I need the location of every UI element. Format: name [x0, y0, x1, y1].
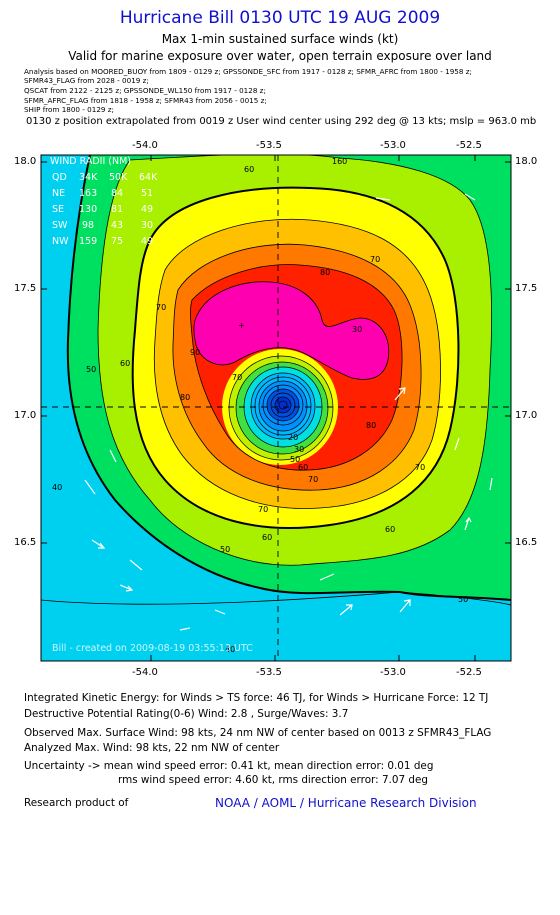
- eye-core: [275, 397, 291, 413]
- dpr-text: Destructive Potential Rating(0-6) Wind: …: [24, 708, 349, 720]
- contour-label: 50: [290, 455, 300, 464]
- radii-row-quadrant: SE: [52, 204, 64, 215]
- wind-arrows: [84, 193, 493, 631]
- contour-label: 160: [332, 157, 347, 166]
- subtitle-exposure: Valid for marine exposure over water, op…: [68, 49, 492, 63]
- radii-header-64k: 64K: [139, 172, 158, 183]
- wind-radii-table: WIND RADII (NM) QD 34K 50K 64K NE 163 84…: [50, 156, 158, 247]
- lon-tick-bottom: -54.0: [132, 667, 158, 678]
- contour-label: 60: [298, 463, 308, 472]
- lon-tick-top: -53.0: [380, 140, 406, 151]
- research-label: Research product of: [24, 797, 129, 809]
- plot-frame: [40, 154, 512, 662]
- radii-row-quadrant: NW: [52, 236, 69, 247]
- lat-tick-right: 18.0: [515, 156, 538, 167]
- lat-tick-left: 16.5: [14, 537, 37, 548]
- page-title: Hurricane Bill 0130 UTC 19 AUG 2009: [119, 8, 441, 28]
- contour-label: 90: [190, 348, 200, 357]
- source-line-2: SFMR43_FLAG from 2028 - 0019 z;: [24, 76, 149, 85]
- radii-row-50k: 75: [111, 236, 123, 247]
- radii-row-34k: 163: [79, 188, 97, 199]
- contour-label: 70: [370, 255, 380, 264]
- contour-label: 70: [232, 373, 242, 382]
- lat-tick-right: 16.5: [515, 537, 538, 548]
- lat-tick-right: 17.0: [515, 410, 538, 421]
- radii-row-50k: 84: [111, 188, 123, 199]
- radii-row-34k: 130: [79, 204, 97, 215]
- contour-label: 20: [288, 433, 298, 442]
- max-wind-marker: +: [238, 321, 245, 330]
- contour-label: 80: [320, 268, 330, 277]
- radii-row-34k: 159: [79, 236, 97, 247]
- contour-64kt: [131, 186, 460, 529]
- contour-label: 30: [352, 325, 362, 334]
- contour-label: 70: [258, 505, 268, 514]
- wind-map: + 160 60 60 50 40 90 80 70 80 70 30 80 7…: [40, 154, 512, 662]
- contour-label: 70: [308, 475, 318, 484]
- contour-label: 60: [244, 165, 254, 174]
- contour-label: 50: [220, 545, 230, 554]
- radii-row-50k: 43: [111, 220, 123, 231]
- radii-row-64k: 51: [141, 188, 153, 199]
- contour-label: 60: [385, 525, 395, 534]
- contour-label: 70: [156, 303, 166, 312]
- contour-label: 50: [86, 365, 96, 374]
- uncertainty-line-1: Uncertainty -> mean wind speed error: 0.…: [24, 760, 434, 772]
- ike-text: Integrated Kinetic Energy: for Winds > T…: [24, 692, 489, 704]
- radii-row-64k: 30: [141, 220, 153, 231]
- radii-header-qd: QD: [52, 172, 67, 183]
- subtitle-winds: Max 1-min sustained surface winds (kt): [161, 32, 399, 46]
- contour-34kt: [66, 155, 511, 601]
- radii-header-34k: 34K: [79, 172, 98, 183]
- radii-row-64k: 49: [141, 236, 153, 247]
- lon-tick-bottom: -53.5: [256, 667, 282, 678]
- contour-label: 30: [294, 445, 304, 454]
- source-line-1: Analysis based on MOORED_BUOY from 1809 …: [24, 67, 472, 76]
- source-line-5: SHIP from 1800 - 0129 z;: [24, 105, 114, 114]
- lat-tick-left: 17.5: [14, 283, 37, 294]
- radii-row-quadrant: NE: [52, 188, 65, 199]
- lon-tick-bottom: -52.5: [456, 667, 482, 678]
- contour-label: 60: [120, 359, 130, 368]
- source-line-3: QSCAT from 2122 - 2125 z; GPSSONDE_WL150…: [24, 86, 266, 95]
- contour-label: 70: [415, 463, 425, 472]
- contour-label: 80: [366, 421, 376, 430]
- radii-row-64k: 49: [141, 204, 153, 215]
- lon-tick-bottom: -53.0: [380, 667, 406, 678]
- observed-max-text: Observed Max. Surface Wind: 98 kts, 24 n…: [24, 727, 492, 739]
- lon-tick-top: -52.5: [456, 140, 482, 151]
- radii-row-quadrant: SW: [52, 220, 68, 231]
- creation-credit: Bill - created on 2009-08-19 03:55:13 UT…: [52, 643, 253, 654]
- field-magenta: [193, 281, 389, 380]
- uncertainty-line-2: rms wind speed error: 4.60 kt, rms direc…: [118, 774, 428, 786]
- research-org: NOAA / AOML / Hurricane Research Divisio…: [215, 796, 477, 810]
- radii-header-50k: 50K: [109, 172, 128, 183]
- lon-tick-top: -54.0: [132, 140, 158, 151]
- lat-tick-left: 18.0: [14, 156, 37, 167]
- radii-row-34k: 98: [82, 220, 94, 231]
- contour-label: 40: [52, 483, 62, 492]
- source-line-4: SFMR_AFRC_FLAG from 1818 - 1958 z; SFMR4…: [24, 96, 267, 105]
- wind-radii-title: WIND RADII (NM): [50, 156, 131, 167]
- position-note: 0130 z position extrapolated from 0019 z…: [26, 116, 537, 127]
- lon-tick-top: -53.5: [256, 140, 282, 151]
- contour-label: 60: [262, 533, 272, 542]
- lat-tick-right: 17.5: [515, 283, 538, 294]
- contour-label: 40: [225, 645, 235, 654]
- analyzed-max-text: Analyzed Max. Wind: 98 kts, 22 nm NW of …: [24, 742, 280, 754]
- contour-label: 50: [458, 595, 468, 604]
- radii-row-50k: 81: [111, 204, 123, 215]
- lat-tick-left: 17.0: [14, 410, 37, 421]
- contour-label: 80: [180, 393, 190, 402]
